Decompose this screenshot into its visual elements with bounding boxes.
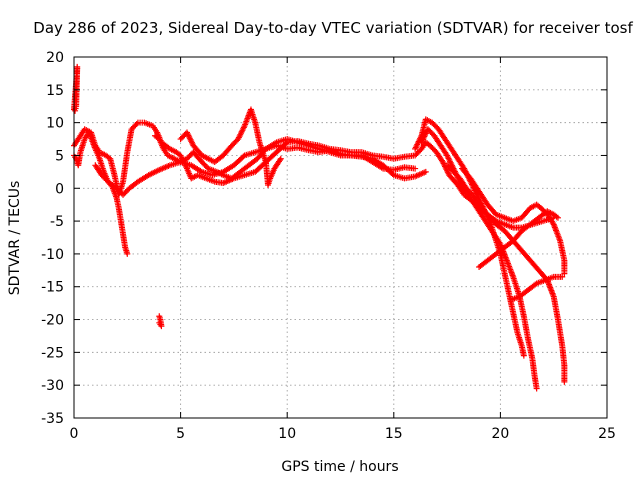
y-tick-label: -25 (41, 345, 64, 361)
data-point-marker (561, 378, 568, 385)
data-point-marker (533, 385, 540, 392)
data-point-marker (422, 168, 429, 175)
y-tick-label: -30 (41, 378, 64, 394)
data-point-marker (72, 107, 79, 114)
series-track-m (156, 313, 165, 330)
y-axis-label: SDTVAR / TECUs (7, 181, 23, 296)
data-point-marker (133, 120, 140, 127)
axis-ticks: 0 5 10 15 20 25 20 15 10 5 0 -5 -10 -15 -20 -25 -30 -35 (41, 50, 616, 442)
data-point-marker (277, 155, 284, 162)
y-tick-label: -20 (41, 313, 64, 329)
x-tick-label: 5 (176, 426, 185, 442)
x-tick-label: 25 (598, 426, 616, 442)
series-track-h (418, 126, 540, 392)
x-tick-label: 0 (70, 426, 79, 442)
x-tick-label: 15 (385, 426, 403, 442)
y-tick-label: 10 (46, 116, 64, 132)
x-axis-label: GPS time / hours (281, 459, 398, 475)
data-point-marker (559, 273, 566, 280)
y-tick-label: 20 (46, 50, 64, 66)
grid-lines (74, 57, 607, 418)
series-track-l (508, 273, 566, 303)
y-tick-label: 5 (55, 148, 64, 164)
y-tick-label: -5 (50, 214, 64, 230)
data-point-marker (124, 250, 131, 257)
data-point-marker (554, 214, 561, 221)
series-track-e (152, 132, 419, 182)
series-track-j (459, 165, 568, 277)
x-tick-label: 20 (491, 426, 509, 442)
data-point-marker (412, 165, 419, 172)
y-tick-label: 0 (55, 181, 64, 197)
data-point-marker (520, 352, 527, 359)
y-tick-label: -10 (41, 247, 64, 263)
series-track-i (444, 162, 568, 385)
x-tick-label: 10 (278, 426, 296, 442)
y-tick-label: -15 (41, 280, 64, 296)
y-tick-label: 15 (46, 83, 64, 99)
data-points (71, 63, 568, 392)
series-track-k (476, 208, 561, 271)
series-track-f (177, 106, 284, 188)
plot-frame (73, 56, 608, 419)
data-point-marker (156, 319, 163, 326)
chart-title: Day 286 of 2023, Sidereal Day-to-day VTE… (33, 19, 633, 37)
y-tick-label: -35 (41, 411, 64, 427)
data-point-marker (561, 270, 568, 277)
series-track-a (71, 63, 81, 114)
